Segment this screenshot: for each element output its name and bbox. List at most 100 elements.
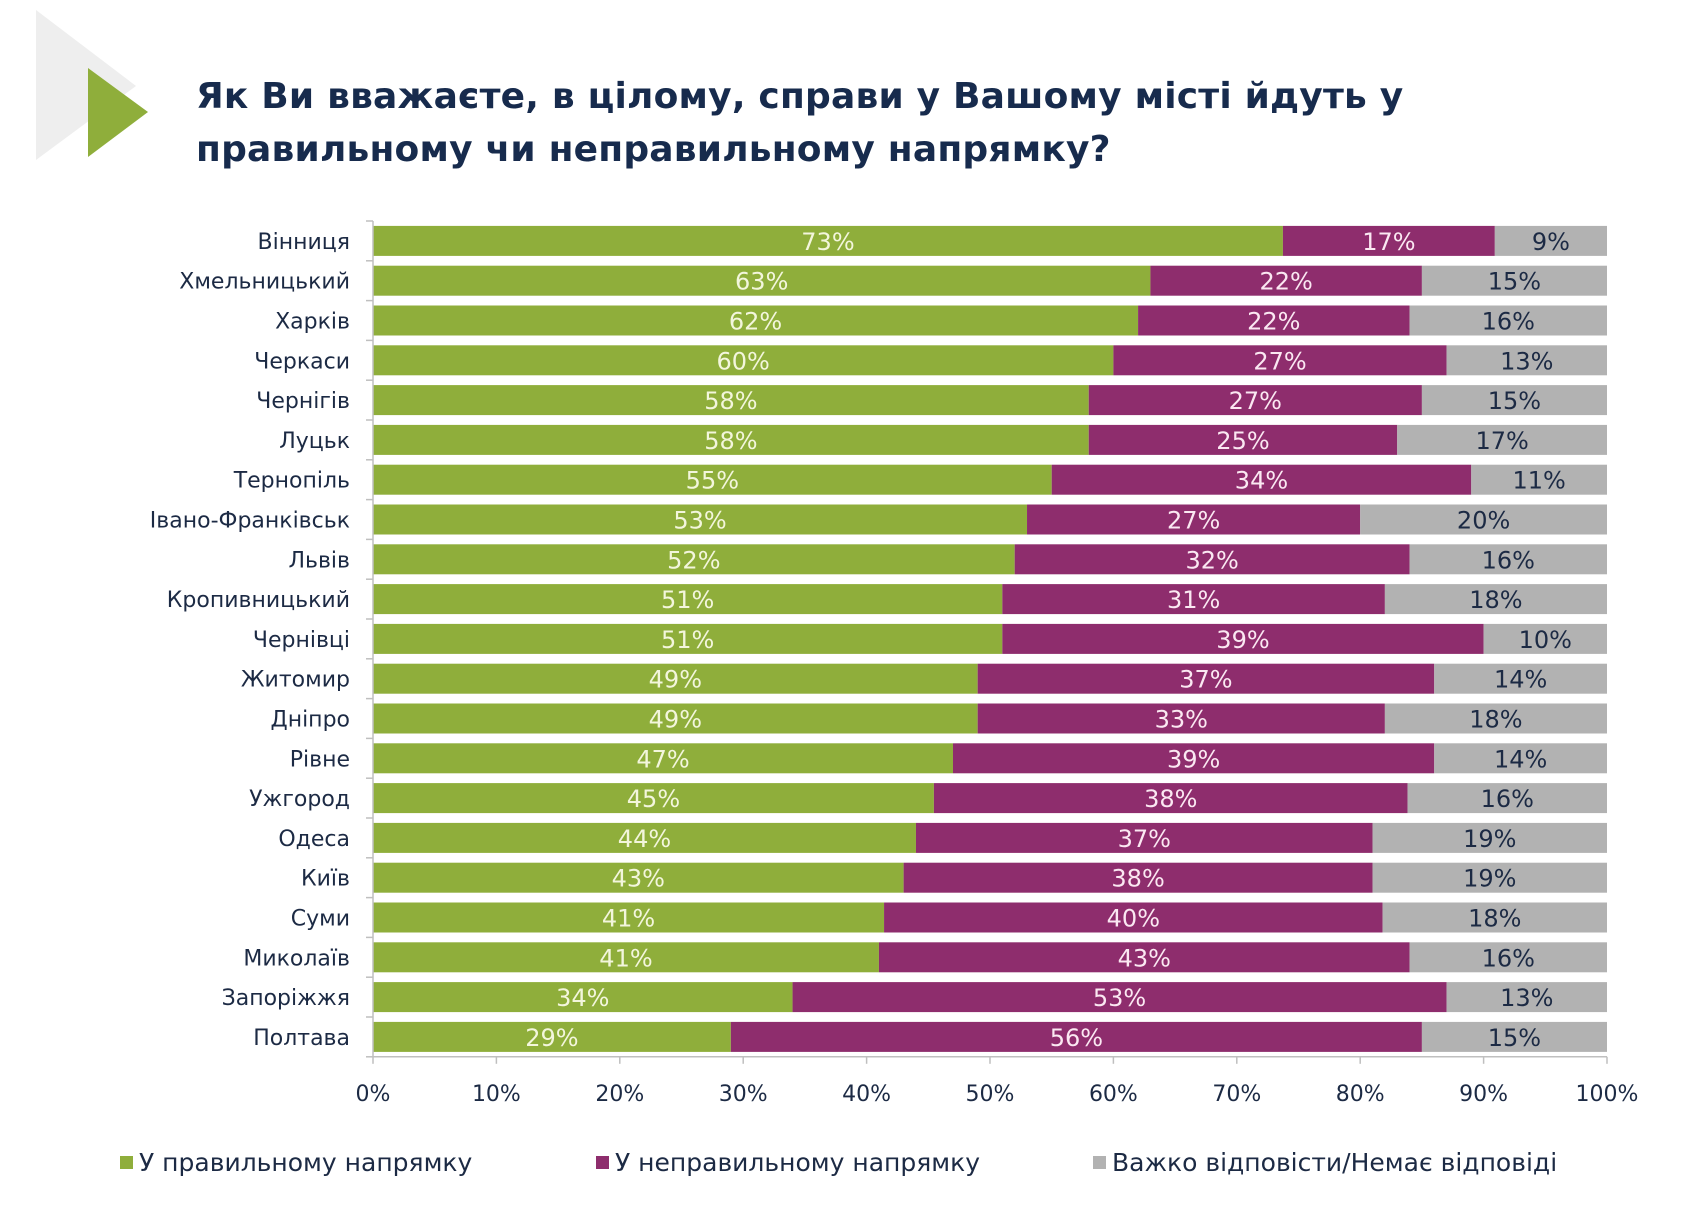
bar-segment-hard-to-answer: [1421, 1021, 1607, 1052]
category-label: Харків: [275, 310, 350, 335]
x-tick-label: 90%: [1459, 1082, 1508, 1107]
bar-segment-hard-to-answer: [1434, 663, 1607, 694]
bar-segment-wrong-direction: [884, 902, 1383, 933]
x-tick-label: 40%: [842, 1082, 891, 1107]
legend-label: У неправильному напрямку: [615, 1148, 981, 1177]
bar-segment-right-direction: [373, 225, 1283, 256]
play-arrow-icon: [88, 68, 148, 157]
bar-segment-hard-to-answer: [1407, 783, 1607, 814]
bar-segment-right-direction: [373, 544, 1015, 575]
bar-row: Луцьк 58% 25% 17%: [279, 424, 1607, 455]
bar-segment-right-direction: [373, 663, 978, 694]
data-label-right-direction: 53%: [673, 507, 726, 535]
data-label-hard-to-answer: 20%: [1457, 507, 1510, 535]
bar-row: Дніпро 49% 33% 18%: [271, 703, 1607, 734]
gray-arrow-icon: [36, 10, 136, 160]
bar-segment-right-direction: [373, 504, 1028, 535]
bar-row: Тернопіль 55% 34% 11%: [233, 464, 1607, 495]
x-tick-label: 10%: [472, 1082, 521, 1107]
data-label-hard-to-answer: 11%: [1512, 467, 1565, 495]
bar-segment-right-direction: [373, 822, 916, 853]
data-label-wrong-direction: 39%: [1167, 745, 1220, 773]
bar-segment-wrong-direction: [1051, 464, 1472, 495]
data-label-hard-to-answer: 18%: [1468, 905, 1521, 933]
bar-segment-hard-to-answer: [1372, 862, 1607, 893]
bar-segment-hard-to-answer: [1483, 623, 1607, 654]
category-label: Тернопіль: [233, 469, 350, 494]
data-label-hard-to-answer: 14%: [1494, 666, 1547, 694]
bar-segment-hard-to-answer: [1384, 584, 1607, 615]
bar-row: Вінниця 73% 17% 9%: [258, 225, 1607, 256]
bar-segment-hard-to-answer: [1434, 743, 1607, 774]
data-label-hard-to-answer: 17%: [1475, 427, 1528, 455]
bar-row: Житомир 49% 37% 14%: [241, 663, 1607, 694]
legend-label: У правильному напрямку: [139, 1148, 473, 1177]
bar-segment-right-direction: [373, 1021, 731, 1052]
data-label-hard-to-answer: 15%: [1488, 387, 1541, 415]
data-label-right-direction: 51%: [661, 626, 714, 654]
bar-row: Львів 52% 32% 16%: [288, 544, 1607, 575]
data-label-right-direction: 44%: [618, 825, 671, 853]
bar-segment-hard-to-answer: [1409, 544, 1607, 575]
bar-row: Полтава 29% 56% 15%: [253, 1021, 1607, 1052]
bar-row: Чернігів 58% 27% 15%: [256, 385, 1607, 416]
title-line-2: правильному чи неправильному напрямку?: [196, 129, 1111, 170]
bar-segment-right-direction: [373, 424, 1089, 455]
bar-segment-wrong-direction: [1282, 225, 1495, 256]
data-label-right-direction: 41%: [602, 905, 655, 933]
data-label-right-direction: 41%: [599, 944, 652, 972]
data-label-hard-to-answer: 16%: [1481, 785, 1534, 813]
bar-segment-hard-to-answer: [1409, 305, 1607, 336]
data-label-hard-to-answer: 18%: [1469, 706, 1522, 734]
bar-segment-wrong-direction: [1150, 265, 1422, 296]
data-label-hard-to-answer: 16%: [1482, 308, 1535, 336]
bar-segment-hard-to-answer: [1384, 703, 1607, 734]
bar-segment-wrong-direction: [1014, 544, 1410, 575]
bar-segment-wrong-direction: [1113, 345, 1447, 376]
data-label-wrong-direction: 32%: [1185, 546, 1238, 574]
data-label-wrong-direction: 25%: [1216, 427, 1269, 455]
data-label-wrong-direction: 38%: [1144, 785, 1197, 813]
bar-row: Запоріжжя 34% 53% 13%: [222, 982, 1607, 1013]
bar-row: Миколаїв 41% 43% 16%: [243, 942, 1607, 973]
bar-segment-wrong-direction: [792, 982, 1447, 1013]
data-label-wrong-direction: 38%: [1111, 865, 1164, 893]
bar-segment-hard-to-answer: [1372, 822, 1607, 853]
x-tick-label: 70%: [1212, 1082, 1261, 1107]
bar-segment-wrong-direction: [977, 663, 1435, 694]
data-label-right-direction: 49%: [649, 706, 702, 734]
data-label-right-direction: 49%: [649, 666, 702, 694]
bar-segment-wrong-direction: [977, 703, 1385, 734]
bar-segment-right-direction: [373, 942, 879, 973]
bar-segment-wrong-direction: [1027, 504, 1361, 535]
data-label-wrong-direction: 33%: [1155, 706, 1208, 734]
bar-segment-right-direction: [373, 982, 793, 1013]
bar-segment-right-direction: [373, 783, 934, 814]
legend-swatch-gray: [1093, 1156, 1106, 1169]
bar-segment-wrong-direction: [915, 822, 1373, 853]
bar-segment-wrong-direction: [1002, 584, 1385, 615]
category-label: Івано-Франківськ: [150, 509, 350, 534]
data-label-hard-to-answer: 10%: [1519, 626, 1572, 654]
bar-row: Одеса 44% 37% 19%: [278, 822, 1607, 853]
data-label-right-direction: 58%: [704, 387, 757, 415]
bar-segment-right-direction: [373, 743, 953, 774]
data-label-wrong-direction: 40%: [1107, 905, 1160, 933]
bar-segment-wrong-direction: [1138, 305, 1410, 336]
data-label-right-direction: 60%: [717, 347, 770, 375]
bar-row: Київ 43% 38% 19%: [301, 862, 1607, 893]
data-label-hard-to-answer: 19%: [1463, 865, 1516, 893]
data-label-hard-to-answer: 15%: [1488, 268, 1541, 296]
data-label-wrong-direction: 37%: [1179, 666, 1232, 694]
bar-segment-right-direction: [373, 305, 1139, 336]
data-label-right-direction: 62%: [729, 308, 782, 336]
bar-segment-hard-to-answer: [1421, 265, 1607, 296]
bar-segment-hard-to-answer: [1471, 464, 1607, 495]
category-label: Суми: [291, 907, 350, 932]
x-tick-label: 20%: [595, 1082, 644, 1107]
data-label-hard-to-answer: 14%: [1494, 745, 1547, 773]
x-tick-label: 100%: [1576, 1082, 1639, 1107]
bar-row: Черкаси 60% 27% 13%: [254, 345, 1607, 376]
bar-segment-hard-to-answer: [1382, 902, 1607, 933]
data-label-wrong-direction: 17%: [1362, 228, 1415, 256]
